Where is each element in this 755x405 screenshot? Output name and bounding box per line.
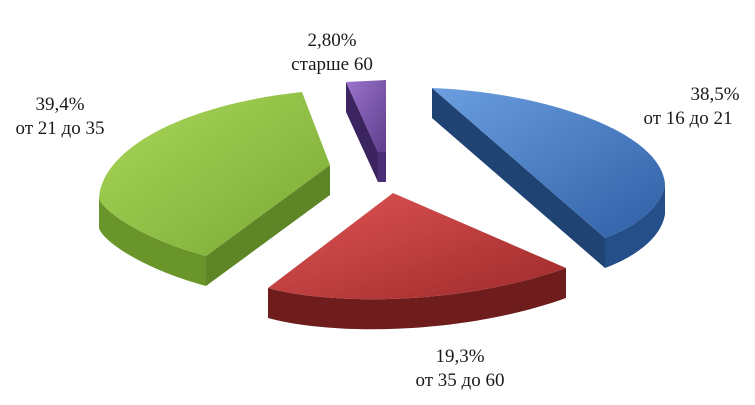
slice-from-35-to-60	[268, 193, 566, 330]
slice-side	[378, 152, 386, 182]
category-label: от 21 до 35	[16, 118, 105, 139]
data-label-from-35-to-60: 19,3% от 35 до 60	[416, 346, 505, 391]
slice-side	[432, 88, 605, 268]
slice-side	[268, 268, 566, 330]
slice-side	[605, 184, 665, 268]
data-label-from-16-to-21: 38,5% от 16 до 21	[644, 84, 740, 129]
slice-side	[206, 165, 330, 286]
category-label: от 16 до 21	[644, 108, 733, 129]
percent-label: 38,5%	[690, 84, 739, 105]
slice-top	[432, 88, 665, 238]
data-label-from-21-to-35: 39,4% от 21 до 35	[16, 94, 105, 139]
percent-label: 19,3%	[435, 346, 484, 367]
category-label: от 35 до 60	[416, 370, 505, 391]
slice-side	[346, 82, 378, 182]
percent-label: 2,80%	[307, 30, 356, 51]
slice-side	[99, 198, 206, 286]
slice-top	[346, 80, 386, 152]
slice-older-than-60	[346, 80, 386, 182]
slice-from-16-to-21	[432, 88, 665, 268]
slice-from-21-to-35	[99, 92, 330, 286]
percent-label: 39,4%	[35, 94, 84, 115]
slice-top	[268, 193, 566, 300]
slice-top	[99, 92, 330, 256]
category-label: старше 60	[291, 54, 373, 75]
data-label-older-than-60: 2,80% старше 60	[291, 30, 373, 75]
